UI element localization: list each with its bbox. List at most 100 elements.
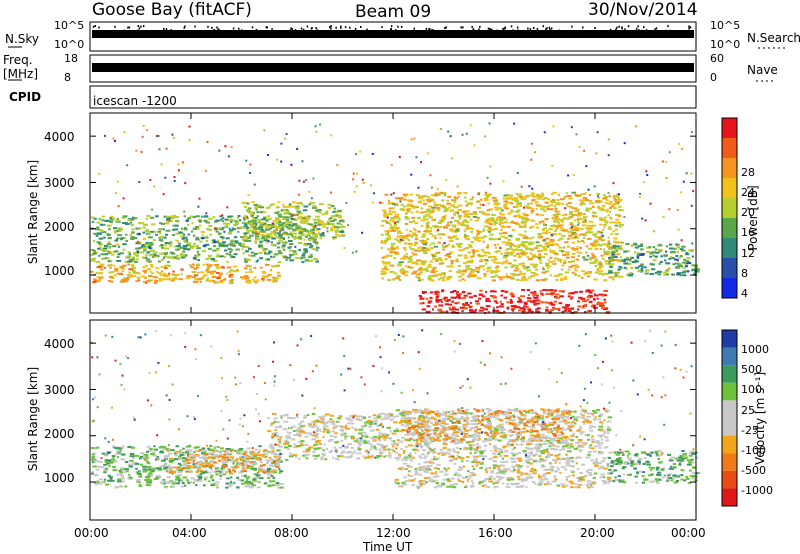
data-cell xyxy=(649,255,653,258)
data-cell xyxy=(253,479,257,482)
data-cell xyxy=(405,208,410,211)
data-cell xyxy=(101,231,107,234)
data-cell xyxy=(169,278,174,281)
data-cell xyxy=(516,300,520,303)
data-cell xyxy=(612,196,616,199)
data-cell xyxy=(255,232,258,235)
data-cell xyxy=(607,154,610,157)
data-cell xyxy=(589,227,593,230)
data-cell xyxy=(319,237,323,240)
data-cell xyxy=(431,242,436,245)
data-cell xyxy=(279,459,283,462)
data-cell xyxy=(454,206,459,209)
data-cell xyxy=(485,305,491,308)
data-cell xyxy=(559,224,565,227)
data-cell xyxy=(262,248,268,251)
data-cell xyxy=(588,257,593,260)
data-cell xyxy=(149,479,153,482)
data-cell xyxy=(211,457,215,460)
nsky-speck xyxy=(558,29,560,32)
data-cell xyxy=(198,224,202,227)
data-cell xyxy=(485,195,491,198)
data-cell xyxy=(614,259,619,262)
data-cell xyxy=(149,230,154,233)
power-heatmap xyxy=(90,122,700,315)
data-cell xyxy=(596,301,601,304)
data-cell xyxy=(230,448,234,451)
data-cell xyxy=(140,151,143,154)
data-cell xyxy=(499,222,504,225)
data-cell xyxy=(243,475,247,478)
data-cell xyxy=(117,253,121,256)
data-cell xyxy=(111,458,116,461)
data-cell xyxy=(119,252,125,255)
data-cell xyxy=(638,270,643,273)
data-cell xyxy=(164,456,168,459)
data-cell xyxy=(559,218,565,221)
data-cell xyxy=(180,485,184,488)
data-cell xyxy=(455,243,460,246)
data-cell xyxy=(434,291,437,294)
data-cell xyxy=(614,274,618,277)
data-cell xyxy=(277,201,280,204)
data-cell xyxy=(449,251,454,254)
data-cell xyxy=(428,197,431,200)
data-cell xyxy=(91,220,95,223)
data-cell xyxy=(252,452,257,455)
data-cell xyxy=(116,272,122,275)
data-cell xyxy=(568,234,571,237)
data-cell xyxy=(359,452,362,455)
data-cell xyxy=(458,245,462,248)
data-cell xyxy=(566,205,570,208)
data-cell xyxy=(244,239,248,242)
data-cell xyxy=(221,461,225,464)
data-cell xyxy=(181,161,184,164)
data-cell xyxy=(594,232,598,235)
data-cell xyxy=(556,423,560,426)
data-cell xyxy=(108,251,112,254)
data-cell xyxy=(463,219,467,222)
data-cell xyxy=(457,254,463,257)
data-cell xyxy=(299,221,304,224)
data-cell xyxy=(317,211,322,214)
data-cell xyxy=(112,270,115,273)
data-cell xyxy=(583,273,588,276)
cpid-strip-frame xyxy=(89,85,697,109)
data-cell xyxy=(407,239,411,242)
power-ytick-3000: 3000 xyxy=(44,176,75,190)
data-cell xyxy=(678,262,682,265)
data-cell xyxy=(514,210,520,213)
data-cell xyxy=(472,269,477,272)
data-cell xyxy=(330,220,335,223)
velocity-ytick-1000: 1000 xyxy=(44,471,75,485)
data-cell xyxy=(122,458,126,461)
data-cell xyxy=(251,219,257,222)
data-cell xyxy=(563,197,566,200)
data-cell xyxy=(267,450,271,453)
data-cell xyxy=(362,441,368,444)
data-cell xyxy=(437,208,441,211)
data-cell xyxy=(257,244,263,247)
nsky-speck xyxy=(431,29,433,32)
data-cell xyxy=(113,264,116,267)
data-cell xyxy=(270,230,274,233)
data-cell xyxy=(612,203,618,206)
data-cell xyxy=(186,219,190,222)
data-cell xyxy=(521,250,526,253)
data-cell xyxy=(272,464,276,467)
data-cell xyxy=(260,266,263,269)
data-cell xyxy=(421,239,425,242)
data-cell xyxy=(276,225,280,228)
data-cell xyxy=(175,445,180,448)
data-cell xyxy=(256,471,260,474)
data-cell xyxy=(494,246,498,249)
data-cell xyxy=(195,244,200,247)
data-cell xyxy=(285,133,288,136)
data-cell xyxy=(142,270,147,273)
data-cell xyxy=(224,224,228,227)
nsky-speck xyxy=(487,27,490,30)
data-cell xyxy=(280,227,283,230)
data-cell xyxy=(152,255,155,258)
nsky-speck xyxy=(688,25,690,28)
